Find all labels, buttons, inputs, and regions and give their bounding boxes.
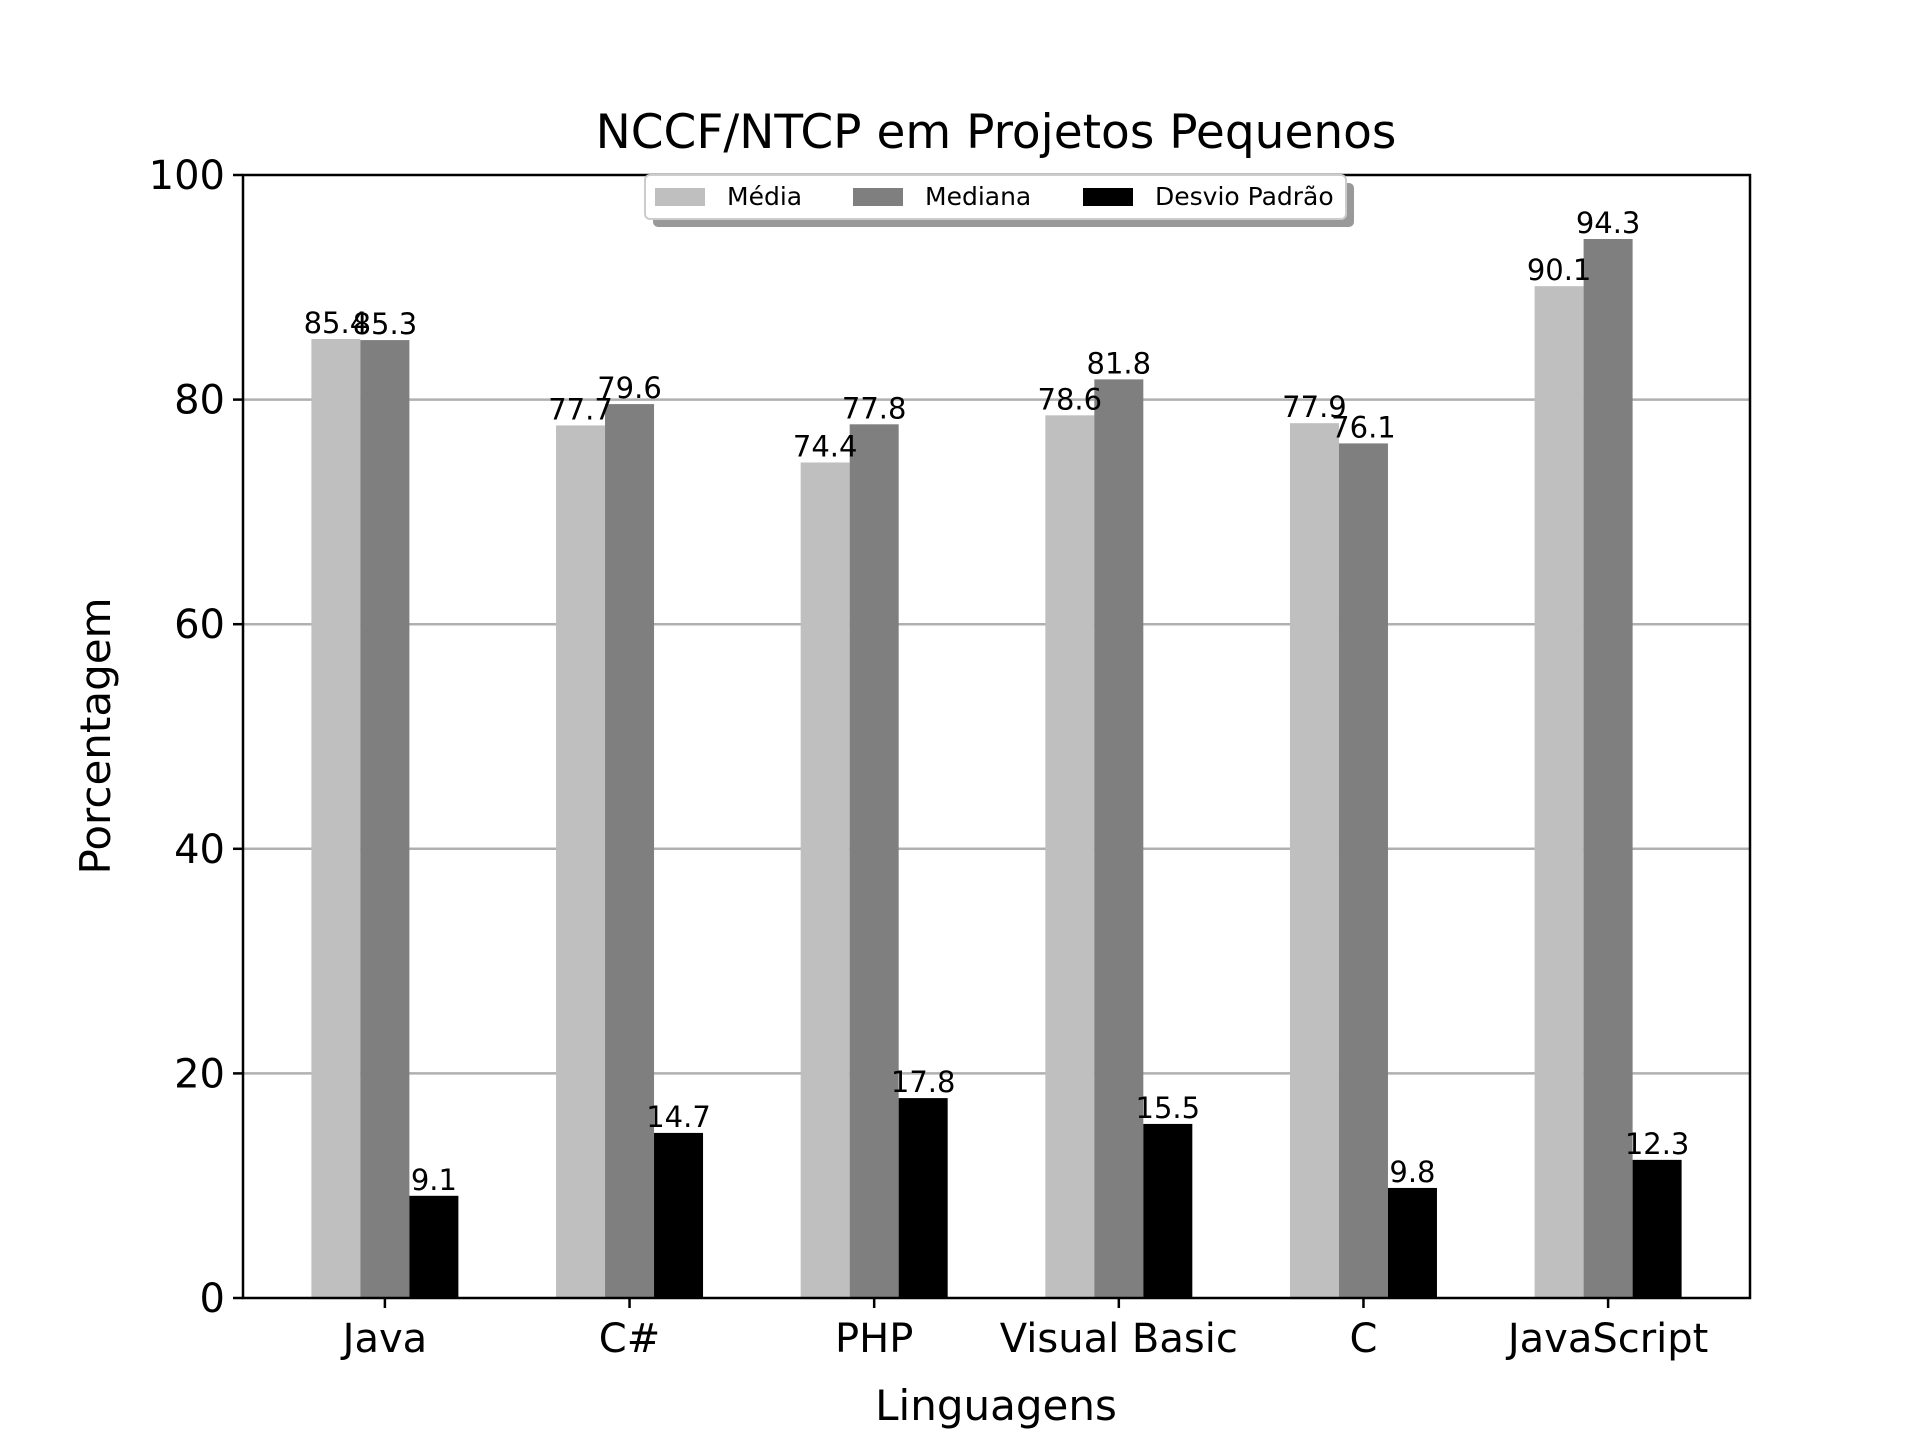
- x-tick-label: Java: [340, 1316, 428, 1362]
- data-label: 14.7: [646, 1100, 711, 1134]
- bar: [1534, 286, 1584, 1298]
- bar: [605, 404, 655, 1298]
- data-label: 15.5: [1136, 1091, 1201, 1125]
- bar: [1338, 443, 1388, 1299]
- data-label: 17.8: [891, 1065, 956, 1099]
- data-label: 77.9: [1282, 390, 1347, 424]
- data-label: 9.8: [1389, 1155, 1435, 1189]
- x-tick-label: PHP: [835, 1316, 913, 1362]
- y-tick-label: 100: [149, 153, 225, 199]
- legend: Média Mediana Desvio Padrão: [644, 174, 1354, 227]
- data-label: 94.3: [1576, 206, 1641, 240]
- x-axis-ticks: Java C# PHP Visual Basic C JavaScript: [340, 1298, 1709, 1362]
- bar: [409, 1195, 459, 1298]
- bar: [360, 340, 410, 1298]
- data-labels: 85.485.3 9.1 77.779.6 14.7 74.4 77.8 17.8 78.68…: [304, 206, 1690, 1197]
- bar: [898, 1098, 948, 1298]
- bar: [1583, 239, 1633, 1299]
- legend-entries: Média Mediana Desvio Padrão: [655, 182, 1334, 211]
- y-axis-label: Porcentagem: [71, 597, 120, 874]
- y-tick-label: 60: [174, 602, 225, 648]
- y-axis-ticks: 0 20 40 60 80 100: [149, 153, 243, 1322]
- legend-box: [644, 174, 1347, 220]
- data-label: 77.8: [842, 391, 907, 425]
- bar: [800, 462, 850, 1298]
- data-label: 77.7: [548, 392, 613, 426]
- data-label: 74.4: [793, 429, 858, 463]
- x-tick-label: Visual Basic: [1000, 1316, 1238, 1362]
- bar: [1387, 1187, 1437, 1298]
- x-tick-label: C: [1349, 1316, 1377, 1362]
- bar: [311, 338, 361, 1298]
- gridlines: [243, 398, 1750, 1075]
- x-tick-label: JavaScript: [1505, 1316, 1709, 1362]
- y-tick-label: 20: [174, 1051, 225, 1097]
- data-label: 79.6: [597, 371, 662, 405]
- bar: [1143, 1123, 1193, 1298]
- bar: [654, 1132, 704, 1298]
- y-tick-label: 0: [200, 1276, 225, 1322]
- bars: [311, 239, 1682, 1299]
- data-label: 85.4: [304, 306, 369, 340]
- bar: [849, 424, 899, 1298]
- bar: [1289, 423, 1339, 1299]
- data-label: 12.3: [1625, 1127, 1690, 1161]
- legend-swatch: [1083, 188, 1133, 206]
- legend-label: Mediana: [925, 182, 1031, 211]
- x-axis-label: Linguagens: [875, 1381, 1117, 1430]
- legend-label: Desvio Padrão: [1155, 182, 1334, 211]
- y-tick-label: 40: [174, 827, 225, 873]
- legend-label: Média: [727, 182, 802, 211]
- legend-swatch: [655, 188, 705, 206]
- data-label: 85.3: [353, 307, 418, 341]
- data-label: 81.8: [1087, 346, 1152, 380]
- bar: [1632, 1159, 1682, 1298]
- data-label: 90.1: [1527, 253, 1592, 287]
- data-label: 9.1: [411, 1163, 457, 1197]
- y-tick-label: 80: [174, 378, 225, 424]
- bar: [1094, 379, 1144, 1298]
- x-tick-label: C#: [599, 1316, 660, 1362]
- bar: [1045, 415, 1095, 1298]
- data-label: 76.1: [1331, 410, 1396, 444]
- data-label: 78.6: [1038, 382, 1103, 416]
- bar: [556, 425, 606, 1299]
- chart-title: NCCF/NTCP em Projetos Pequenos: [596, 105, 1397, 160]
- legend-swatch: [853, 188, 903, 206]
